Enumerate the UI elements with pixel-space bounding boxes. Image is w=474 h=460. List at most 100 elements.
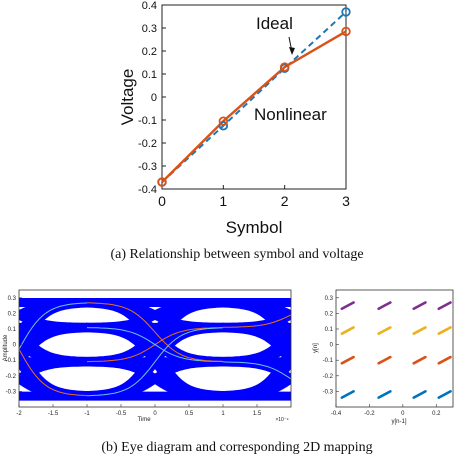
mapping-chart-y-tick-label: 0 xyxy=(330,343,334,349)
mapping-cluster xyxy=(377,326,392,335)
eye-diagram-x-tick-label: 0 xyxy=(153,411,157,417)
mapping-cluster xyxy=(340,390,355,399)
ideal-marker xyxy=(341,7,351,17)
mapping-cluster xyxy=(377,390,392,399)
eye-highlight-trace xyxy=(19,302,88,351)
voltage-chart-x-tick-label: 0 xyxy=(158,193,166,209)
mapping-chart-x-tick-label: -0.2 xyxy=(364,411,375,417)
eye-highlight-trace xyxy=(223,314,291,328)
mapping-cluster xyxy=(340,301,355,311)
ideal-marker xyxy=(218,121,229,131)
eye-diagram-x-tick-label: -1.5 xyxy=(48,411,59,417)
mapping-chart-x-tick-label: 0 xyxy=(401,411,405,417)
eye-diagram-x-ticks: -2 -1.5 -1 -0.5 0 0.5 1 1.5 xyxy=(16,404,262,417)
eye-diagram-x-tick-label: 1.5 xyxy=(253,411,262,417)
mapping-chart-y-tick-label: 0.2 xyxy=(325,311,334,317)
eye-diagram-xlabel: Time xyxy=(137,417,151,423)
voltage-chart-x-tick-label: 2 xyxy=(281,193,289,209)
voltage-chart-y-tick-label: -0.1 xyxy=(138,115,157,127)
voltage-chart-y-tick-label: 0.2 xyxy=(142,46,157,58)
eye-diagram-y-tick-label: -0.3 xyxy=(6,389,17,395)
mapping-chart-y-tick-label: 0.3 xyxy=(325,296,334,302)
eye-diagram-ylabel: Amplitude xyxy=(3,334,9,361)
mapping-cluster xyxy=(412,390,427,399)
eye-diagram-x-exponent: ×10⁻⁹ xyxy=(275,417,288,423)
mapping-cluster xyxy=(377,355,392,365)
eye-diagram-traces xyxy=(19,298,291,401)
eye-trace-band xyxy=(19,325,92,366)
mapping-chart: 0.3 0.2 0.1 0 -0.1 -0.2 -0.3 -0.4 -0.2 0 0.2 y[n-… xyxy=(313,289,454,425)
caption-a: (a) Relationship between symbol and volt… xyxy=(110,247,364,262)
mapping-chart-ylabel: y[n] xyxy=(313,343,319,353)
voltage-chart-x-tick-label: 1 xyxy=(219,193,227,209)
voltage-chart-x-ticks: 0 1 2 3 xyxy=(158,185,350,209)
mapping-cluster xyxy=(412,355,427,365)
voltage-chart: -0.4 -0.3 -0.2 -0.1 0 0.1 0.2 0.3 0.4 0 1 2 3 Symbo… xyxy=(118,0,351,237)
nonlinear-marker xyxy=(157,177,167,187)
voltage-chart-y-ticks: -0.4 -0.3 -0.2 -0.1 0 0.1 0.2 0.3 0.4 xyxy=(138,0,166,196)
voltage-chart-y-tick-label: -0.3 xyxy=(138,161,157,173)
nonlinear-marker xyxy=(218,116,229,126)
voltage-chart-y-tick-label: -0.4 xyxy=(138,184,157,196)
mapping-cluster xyxy=(437,301,452,311)
ideal-annotation: Ideal xyxy=(256,14,293,33)
eye-diagram-x-tick-label: -0.5 xyxy=(116,411,127,417)
nonlinear-annotation: Nonlinear xyxy=(254,105,327,124)
eye-highlight-trace xyxy=(19,348,88,397)
mapping-cluster xyxy=(377,301,392,311)
mapping-chart-y-ticks: 0.3 0.2 0.1 0 -0.1 -0.2 -0.3 xyxy=(323,296,339,395)
eye-highlight-trace xyxy=(86,327,224,397)
eye-diagram-x-tick-label: -2 xyxy=(16,411,22,417)
eye-trace-band xyxy=(19,309,92,332)
eye-diagram-y-ticks: 0.3 0.2 0.1 0 -0.1 -0.2 -0.3 xyxy=(6,296,22,395)
mapping-chart-frame xyxy=(335,289,454,408)
eye-highlight-trace xyxy=(86,302,224,362)
eye-trace-band xyxy=(218,325,291,366)
voltage-chart-y-tick-label: 0 xyxy=(151,92,157,104)
mapping-chart-xlabel: y[n-1] xyxy=(391,419,406,425)
voltage-chart-y-tick-label: 0.3 xyxy=(142,23,157,35)
mapping-cluster xyxy=(412,301,427,311)
voltage-chart-series xyxy=(157,7,351,187)
nonlinear-line xyxy=(161,30,347,183)
nonlinear-marker xyxy=(279,62,290,72)
voltage-chart-y-tick-label: -0.2 xyxy=(138,138,157,150)
mapping-chart-y-tick-label: -0.3 xyxy=(323,389,334,395)
mapping-chart-y-tick-label: 0.1 xyxy=(325,327,334,333)
ideal-line xyxy=(161,11,347,183)
voltage-chart-xlabel: Symbol xyxy=(226,218,283,237)
eye-diagram-y-tick-label: -0.1 xyxy=(6,358,17,364)
voltage-chart-ylabel: Voltage xyxy=(118,69,137,126)
mapping-cluster xyxy=(437,355,452,365)
mapping-cluster xyxy=(340,326,355,335)
mapping-cluster xyxy=(340,355,355,365)
nonlinear-marker xyxy=(341,26,351,37)
voltage-chart-x-tick-label: 3 xyxy=(342,193,350,209)
eye-diagram-y-tick-label: 0 xyxy=(13,343,17,349)
mapping-chart-x-tick-label: -0.4 xyxy=(331,411,342,417)
eye-highlight-trace xyxy=(86,327,224,363)
eye-trace-band xyxy=(218,340,291,401)
mapping-chart-points xyxy=(340,301,452,399)
voltage-chart-y-tick-label: 0.4 xyxy=(142,0,157,12)
mapping-chart-x-tick-label: 0.2 xyxy=(432,411,441,417)
eye-highlight-trace xyxy=(222,361,291,380)
ideal-annotation-arrowhead xyxy=(289,47,295,55)
eye-diagram-x-tick-label: 1 xyxy=(221,411,225,417)
eye-diagram: 0.3 0.2 0.1 0 -0.1 -0.2 -0.3 -2 -1.5 -1 -0.5 0 0.5 1… xyxy=(3,289,292,423)
mapping-cluster xyxy=(437,390,452,399)
mapping-chart-x-ticks: -0.4 -0.2 0 0.2 xyxy=(331,404,441,417)
mapping-cluster xyxy=(437,326,452,335)
mapping-chart-y-tick-label: -0.1 xyxy=(323,358,334,364)
eye-diagram-y-tick-label: 0.3 xyxy=(8,296,17,302)
eye-diagram-y-tick-label: 0.2 xyxy=(8,311,17,317)
eye-diagram-y-tick-label: 0.1 xyxy=(8,327,17,333)
eye-diagram-y-tick-label: -0.2 xyxy=(6,374,17,380)
voltage-chart-y-tick-label: 0.1 xyxy=(142,69,157,81)
mapping-chart-y-tick-label: -0.2 xyxy=(323,374,334,380)
eye-diagram-x-tick-label: -1 xyxy=(84,411,90,417)
mapping-cluster xyxy=(412,326,427,335)
eye-diagram-x-tick-label: 0.5 xyxy=(185,411,194,417)
caption-b: (b) Eye diagram and corresponding 2D map… xyxy=(101,440,373,455)
